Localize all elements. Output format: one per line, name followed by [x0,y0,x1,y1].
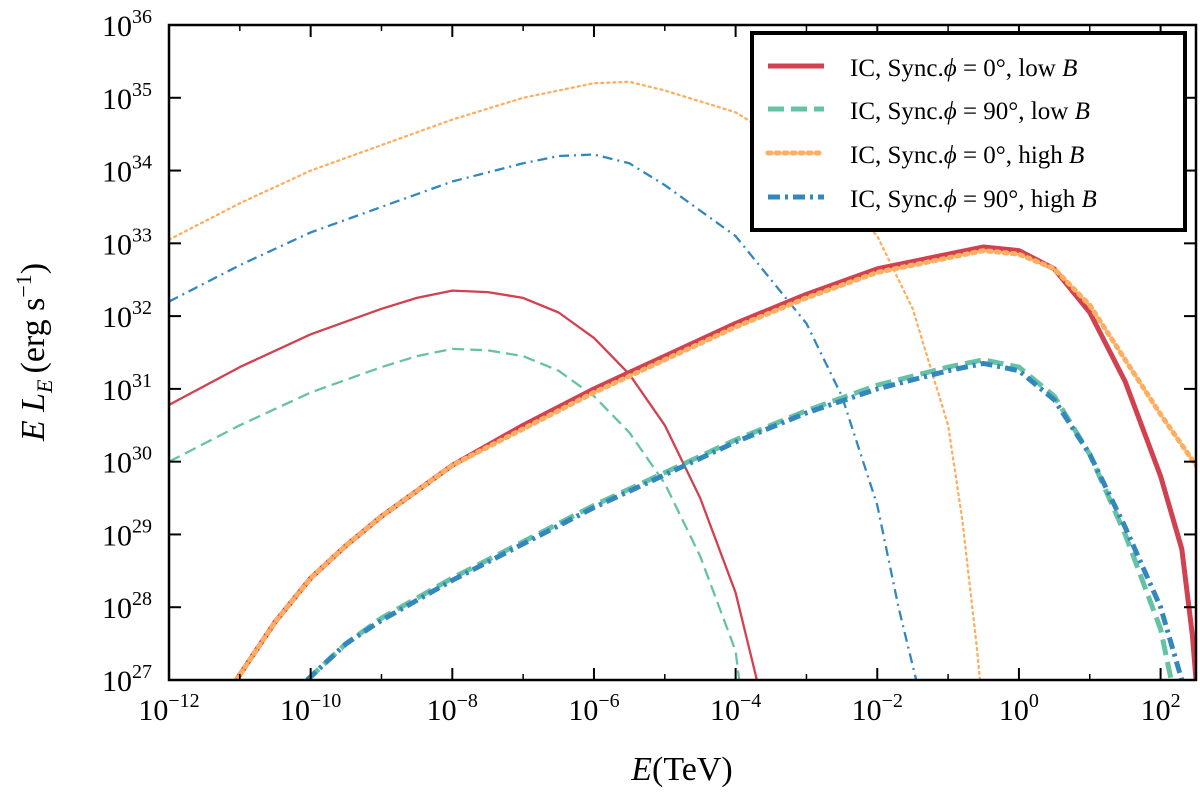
plot-frame [167,23,1198,682]
legend-label: IC, Sync.ϕ = 90°, low B [850,98,1090,125]
y-tick-label: 1034 [102,152,152,189]
series-layer [169,80,1196,680]
x-tick-labels: 10−12 10−10 10−8 10−6 10−4 10−2 100 102 [138,690,1180,727]
y-tick-label: 1029 [102,515,152,552]
series-line [305,360,1185,680]
x-tick-label: 10−12 [138,690,199,727]
x-tick-label: 10−10 [280,690,341,727]
y-tick-label: 1032 [102,297,152,334]
series-line [169,347,741,680]
series-line [169,153,918,680]
series-line [233,248,1196,680]
y-tick-label: 1028 [102,588,152,625]
x-tick-label: 10−4 [710,690,761,727]
series-line [169,80,982,680]
y-axis-label: E LE(erg s−1) [11,263,57,442]
y-tick-label: 1027 [102,661,152,698]
legend: IC, Sync.ϕ = 0°, low B IC, Sync.ϕ = 90°,… [750,31,1187,232]
x-axis-label: E(TeV) [630,751,732,788]
x-tick-label: 10−6 [568,690,619,727]
legend-label: IC, Sync.ϕ = 90°, high B [850,186,1097,213]
y-tick-label: 1031 [102,370,152,407]
legend-label: IC, Sync.ϕ = 0°, low B [850,55,1077,82]
legend-box [750,31,1187,232]
y-tick-labels: 1027 1028 1029 1030 1031 1032 1033 1034 1035 1036 [102,6,152,698]
y-tick-label: 1035 [102,79,152,116]
x-tick-label: 102 [1141,690,1181,727]
x-tick-label: 10−2 [852,690,903,727]
x-tick-label: 100 [999,690,1039,727]
y-tick-label: 1036 [102,6,152,43]
x-tick-label: 10−8 [427,690,478,727]
y-tick-label: 1033 [102,224,152,261]
y-tick-label: 1030 [102,443,152,480]
series-line [305,357,1174,680]
series-line [169,289,759,680]
legend-label: IC, Sync.ϕ = 0°, high B [850,142,1084,169]
